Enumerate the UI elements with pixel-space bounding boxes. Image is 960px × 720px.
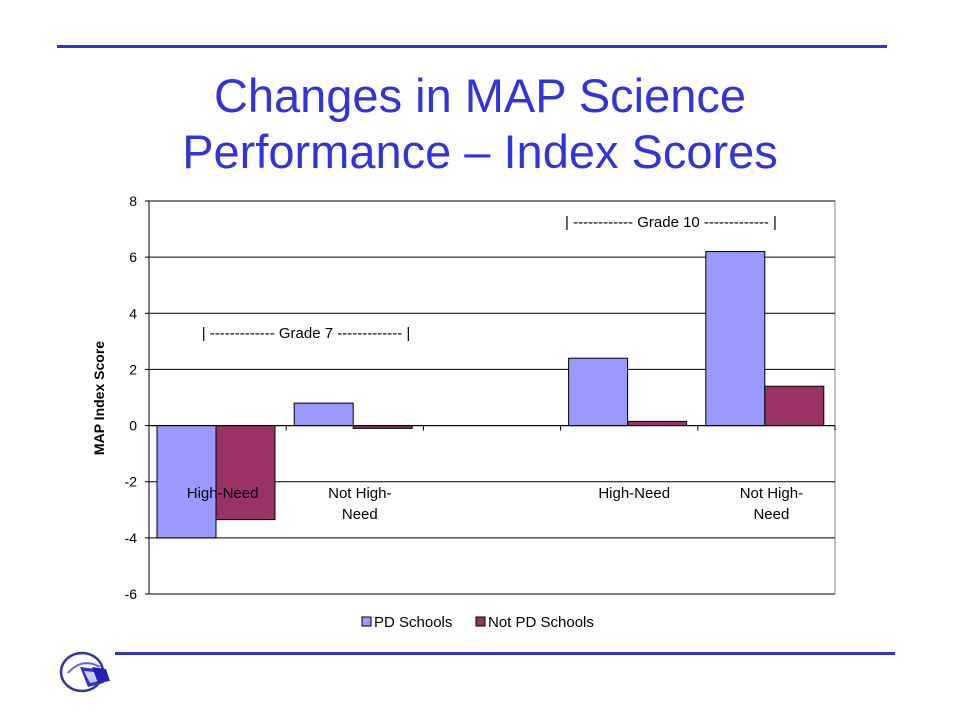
legend-label: PD Schools	[374, 614, 452, 631]
y-tick-label: -2	[125, 474, 138, 490]
bottom-rule	[115, 652, 895, 655]
bar-not-pd-4	[764, 385, 825, 427]
grade-annotation: | ------------- Grade 7 ------------- |	[202, 325, 411, 342]
legend-swatch	[475, 616, 486, 627]
category-label: Need	[753, 506, 789, 523]
legend-swatch	[361, 616, 372, 627]
y-tick-label: -6	[125, 586, 138, 602]
title-line-2: Performance – Index Scores	[182, 125, 778, 178]
y-tick-label: 0	[129, 418, 137, 434]
slide-title: Changes in MAP Science Performance – Ind…	[0, 68, 960, 180]
y-axis-label: MAP Index Score	[91, 341, 107, 455]
category-label: High-Need	[598, 485, 670, 502]
bar-pd-4	[705, 251, 766, 427]
bar-pd-3	[568, 357, 629, 427]
bar-not-pd-0	[215, 425, 276, 521]
category-label: Not High-	[740, 485, 803, 502]
y-tick-label: 8	[129, 193, 137, 209]
category-label: Need	[342, 506, 378, 523]
grade-annotation: | ------------ Grade 10 ------------- |	[565, 214, 777, 231]
y-tick-label: 2	[129, 361, 137, 377]
pe-logo-icon	[59, 651, 110, 693]
category-label: High-Need	[187, 485, 259, 502]
bar-pd-0	[156, 425, 217, 539]
y-tick-label: -4	[125, 530, 138, 546]
bar-not-pd-3	[627, 420, 688, 427]
y-tick-label: 4	[129, 305, 137, 321]
title-line-1: Changes in MAP Science	[213, 69, 747, 122]
legend-label: Not PD Schools	[488, 614, 594, 631]
y-tick-label: 6	[129, 249, 137, 265]
bar-pd-1	[293, 402, 354, 427]
category-label: Not High-	[328, 485, 391, 502]
top-rule	[57, 45, 887, 48]
